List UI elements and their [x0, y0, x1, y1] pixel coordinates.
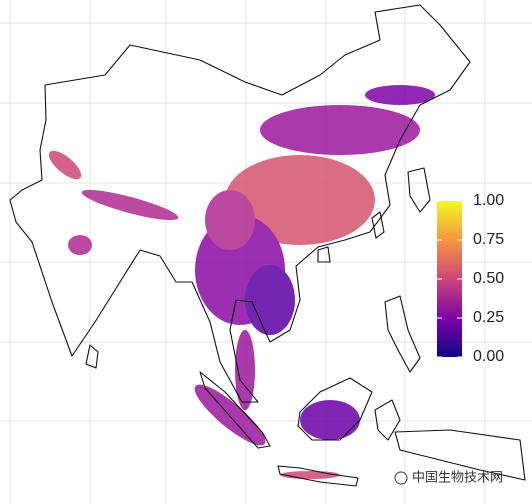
colorbar-tick-label: 0.75 — [473, 231, 504, 248]
watermark-text: 中国生物技术网 — [412, 471, 503, 486]
colorbar-tick-label: 0.00 — [473, 348, 504, 365]
colorbar-tick-label: 1.00 — [473, 192, 504, 209]
colorbar-tick-label: 0.50 — [473, 270, 504, 287]
colorbar-tick-label: 0.25 — [473, 309, 504, 326]
suitability-areas — [48, 85, 435, 479]
coastlines — [9, 4, 526, 487]
colorbar-ticks: 1.00 0.75 0.50 0.25 0.00 — [437, 192, 504, 365]
watermark-icon — [394, 471, 408, 485]
watermark: 中国生物技术网 — [394, 471, 503, 486]
